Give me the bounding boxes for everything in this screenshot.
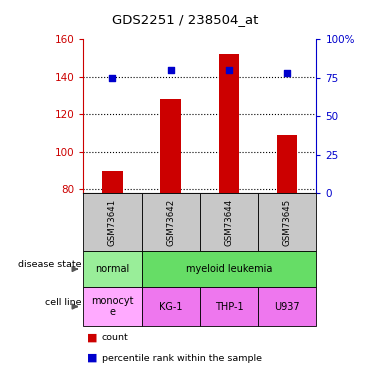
Text: count: count [102,333,128,342]
Point [168,67,174,73]
Bar [102,171,122,193]
Text: KG-1: KG-1 [159,302,182,312]
Text: ■: ■ [87,333,97,342]
Point [226,67,232,73]
Text: GSM73642: GSM73642 [166,199,175,246]
Point [110,75,115,81]
Text: normal: normal [95,264,130,274]
Text: GDS2251 / 238504_at: GDS2251 / 238504_at [112,13,258,26]
Text: ■: ■ [87,353,97,363]
Bar [277,135,297,193]
Text: monocyt
e: monocyt e [91,296,134,317]
Text: U937: U937 [275,302,300,312]
Point [284,70,290,76]
Text: GSM73641: GSM73641 [108,199,117,246]
Text: disease state: disease state [18,260,81,269]
Bar [219,54,239,193]
Text: cell line: cell line [45,298,81,307]
Text: THP-1: THP-1 [215,302,243,312]
Text: myeloid leukemia: myeloid leukemia [186,264,272,274]
Text: GSM73644: GSM73644 [225,199,233,246]
Bar [161,99,181,193]
Text: GSM73645: GSM73645 [283,199,292,246]
Text: percentile rank within the sample: percentile rank within the sample [102,354,262,363]
